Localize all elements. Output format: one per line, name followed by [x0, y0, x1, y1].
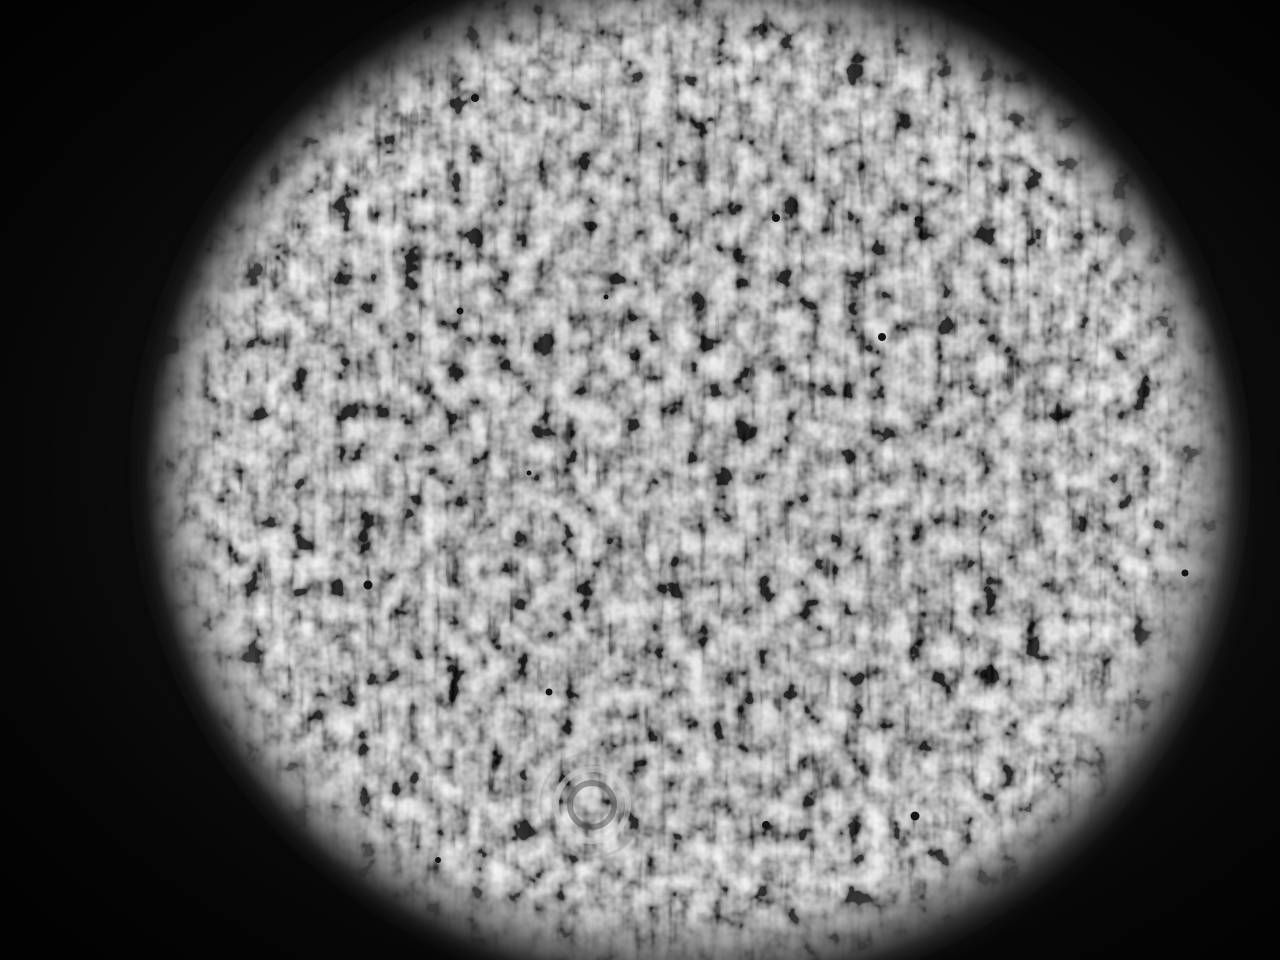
microscope-frame [0, 0, 1280, 960]
beam-profile-image [0, 0, 1280, 960]
vignette [0, 0, 1280, 960]
